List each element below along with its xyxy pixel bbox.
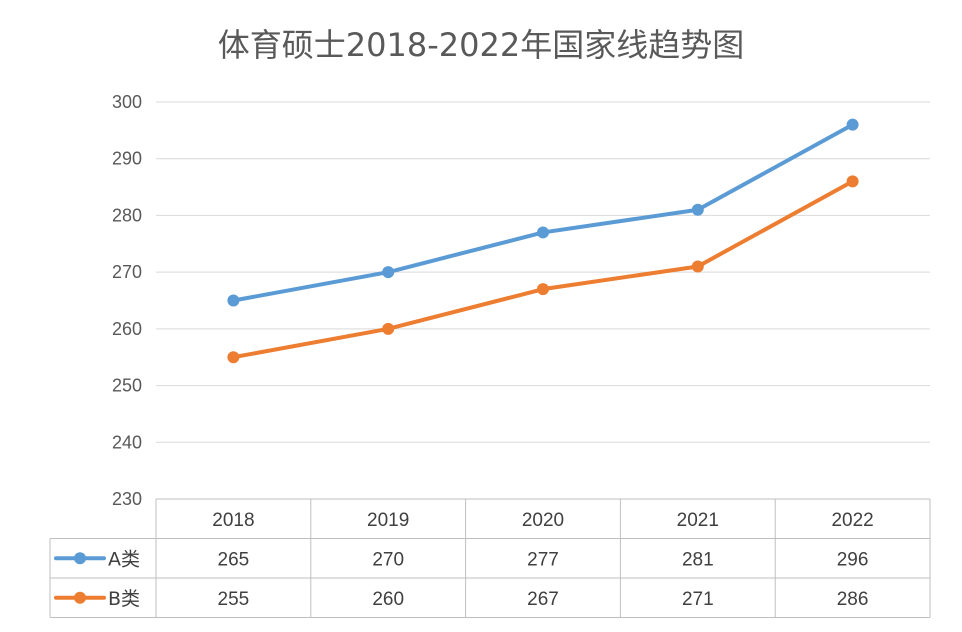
data-table-value: 277 [527,549,559,570]
data-table-value: 286 [837,589,869,610]
y-tick-label: 270 [112,262,142,282]
legend-label: B类 [108,588,140,610]
data-point [691,203,704,216]
data-table-value: 271 [682,589,714,610]
data-table-value: 281 [682,549,714,570]
data-table-value: 255 [218,589,250,610]
data-point [846,118,859,131]
y-tick-label: 280 [112,205,142,225]
x-tick-label: 2019 [367,510,409,531]
x-tick-label: 2022 [831,510,873,531]
legend-key-marker [74,552,86,565]
y-tick-label: 250 [112,376,142,396]
data-point [537,226,549,239]
data-table-value: 267 [527,589,559,610]
series-lines [227,118,859,364]
series-line-2 [231,179,855,360]
chart-title: 体育硕士2018-2022年国家线趋势图 [218,26,744,64]
data-table: 2018 2019 2020 2021 2022 A类 265 270 277 281 296 B类 2… [49,498,931,618]
y-tick-label: 260 [112,319,142,339]
data-table-value: 260 [372,589,404,610]
data-point [691,260,704,273]
y-tick-label: 230 [112,489,142,509]
data-table-value: 265 [218,549,250,570]
y-tick-label: 290 [112,149,142,169]
data-point [382,266,395,279]
x-tick-label: 2018 [212,510,254,531]
y-tick-labels: 230 240 250 260 270 280 290 300 [112,92,142,509]
data-point [537,283,549,296]
legend-label: A类 [108,548,140,570]
y-tick-label: 240 [112,432,142,452]
gridlines [156,101,930,443]
series-line-1 [231,122,855,303]
data-point [382,322,395,335]
data-table-value: 270 [372,549,404,570]
x-tick-label: 2021 [677,510,719,531]
data-point [227,351,240,364]
data-point [227,294,240,307]
data-table-value: 296 [837,549,869,570]
x-tick-label: 2020 [522,510,564,531]
y-tick-label: 300 [112,92,142,112]
legend-key-marker [74,591,86,604]
data-point [846,175,859,188]
